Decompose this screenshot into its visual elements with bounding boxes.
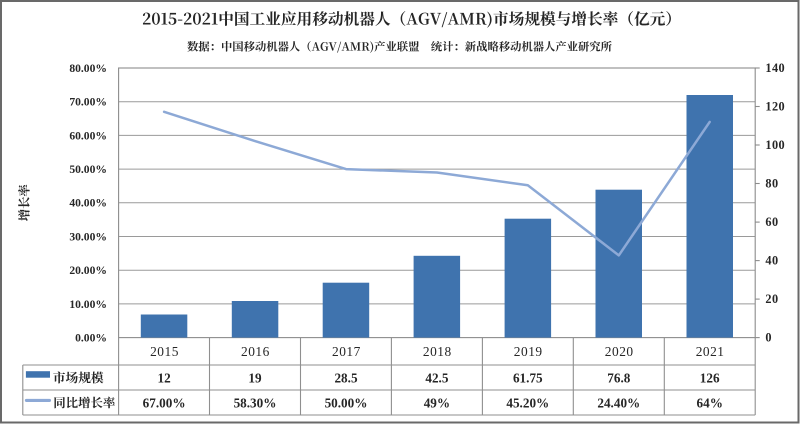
svg-text:2019: 2019 bbox=[514, 344, 543, 359]
svg-text:100: 100 bbox=[765, 138, 785, 152]
svg-text:80.00%: 80.00% bbox=[69, 62, 107, 75]
svg-text:2017: 2017 bbox=[332, 344, 361, 359]
svg-text:50.00%: 50.00% bbox=[325, 395, 368, 410]
svg-text:28.5: 28.5 bbox=[334, 370, 357, 385]
svg-text:24.40%: 24.40% bbox=[597, 395, 640, 410]
svg-text:58.30%: 58.30% bbox=[234, 395, 277, 410]
svg-text:120: 120 bbox=[765, 100, 785, 114]
svg-text:60.00%: 60.00% bbox=[69, 129, 107, 142]
svg-text:40: 40 bbox=[765, 254, 778, 268]
svg-text:2015: 2015 bbox=[150, 344, 179, 359]
svg-text:60: 60 bbox=[765, 215, 778, 229]
svg-text:2020: 2020 bbox=[605, 344, 634, 359]
svg-text:0.00%: 0.00% bbox=[75, 332, 107, 345]
svg-text:49%: 49% bbox=[424, 395, 450, 410]
svg-text:67.00%: 67.00% bbox=[143, 395, 186, 410]
svg-text:61.75: 61.75 bbox=[513, 370, 543, 385]
svg-text:20.00%: 20.00% bbox=[69, 264, 107, 277]
svg-text:50.00%: 50.00% bbox=[69, 163, 107, 176]
svg-text:2021: 2021 bbox=[696, 344, 725, 359]
svg-text:40.00%: 40.00% bbox=[69, 197, 107, 210]
svg-text:2016: 2016 bbox=[241, 344, 270, 359]
svg-text:12: 12 bbox=[158, 370, 172, 385]
svg-text:30.00%: 30.00% bbox=[69, 230, 107, 243]
svg-text:80: 80 bbox=[765, 177, 778, 191]
svg-text:126: 126 bbox=[700, 370, 720, 385]
svg-text:70.00%: 70.00% bbox=[69, 96, 107, 109]
svg-text:42.5: 42.5 bbox=[425, 370, 448, 385]
svg-text:19: 19 bbox=[248, 370, 262, 385]
svg-text:10.00%: 10.00% bbox=[69, 298, 107, 311]
svg-text:76.8: 76.8 bbox=[607, 370, 630, 385]
svg-text:0: 0 bbox=[765, 331, 772, 345]
svg-text:2018: 2018 bbox=[423, 344, 452, 359]
svg-text:45.20%: 45.20% bbox=[506, 395, 549, 410]
svg-text:64%: 64% bbox=[697, 395, 723, 410]
svg-text:20: 20 bbox=[765, 292, 778, 306]
svg-text:140: 140 bbox=[765, 61, 785, 75]
